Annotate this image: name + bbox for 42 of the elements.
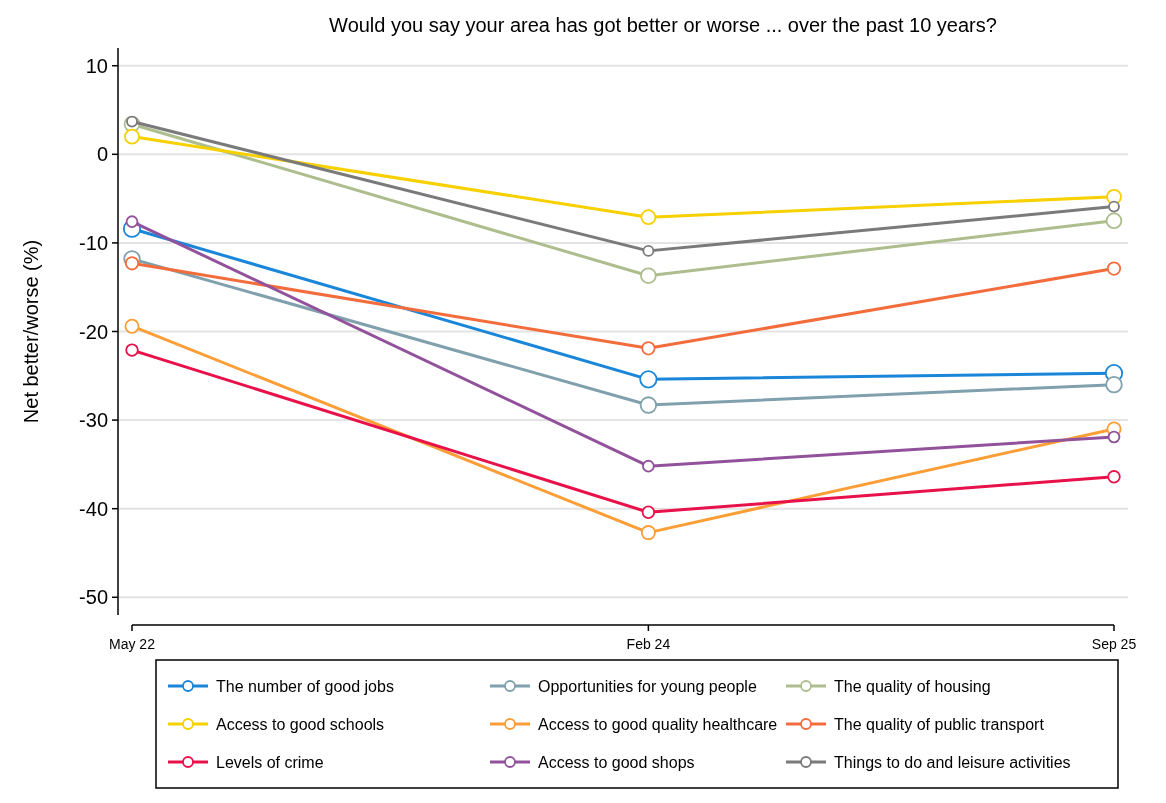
legend-label: Things to do and leisure activities — [834, 753, 1071, 771]
point — [1107, 470, 1121, 484]
point — [124, 318, 140, 334]
x-tick-label: Feb 24 — [626, 636, 671, 652]
legend-label: Opportunities for young people — [538, 677, 757, 695]
legend-label: Access to good quality healthcare — [538, 715, 778, 733]
point — [125, 215, 139, 228]
legend-label: Levels of crime — [216, 753, 324, 771]
legend-label: The quality of housing — [834, 677, 991, 695]
x-tick-label: May 22 — [109, 636, 156, 652]
chart-title: Would you say your area has got better or worse ... over the past 10 years? — [329, 14, 997, 36]
y-tick-label: -40 — [79, 497, 108, 520]
y-tick-label: 0 — [96, 143, 108, 166]
point — [1105, 375, 1123, 394]
point — [639, 396, 658, 414]
y-axis-title: Net better/worse (%) — [20, 239, 42, 424]
legend-label: Access to good schools — [216, 715, 385, 733]
point — [640, 209, 657, 226]
point — [641, 505, 656, 519]
legend-label: The number of good jobs — [216, 677, 394, 695]
legend-label: Access to good shops — [538, 753, 695, 771]
point — [1108, 200, 1120, 213]
y-tick-label: -50 — [79, 586, 108, 609]
point — [124, 256, 140, 271]
point — [124, 128, 140, 145]
legend-label: The quality of public transport — [834, 715, 1045, 733]
x-tick-label: Sep 25 — [1091, 636, 1137, 652]
point — [126, 115, 138, 128]
y-tick-label: -10 — [79, 231, 108, 254]
point — [642, 459, 655, 473]
point — [1106, 261, 1122, 276]
point — [1107, 430, 1121, 444]
point — [1105, 212, 1123, 230]
point — [642, 244, 655, 257]
point — [125, 343, 139, 357]
point — [641, 341, 656, 356]
point — [640, 525, 656, 541]
point — [639, 370, 658, 389]
y-tick-label: -30 — [79, 409, 108, 432]
y-tick-label: 10 — [85, 54, 108, 77]
point — [640, 267, 657, 284]
y-tick-label: -20 — [79, 320, 108, 343]
